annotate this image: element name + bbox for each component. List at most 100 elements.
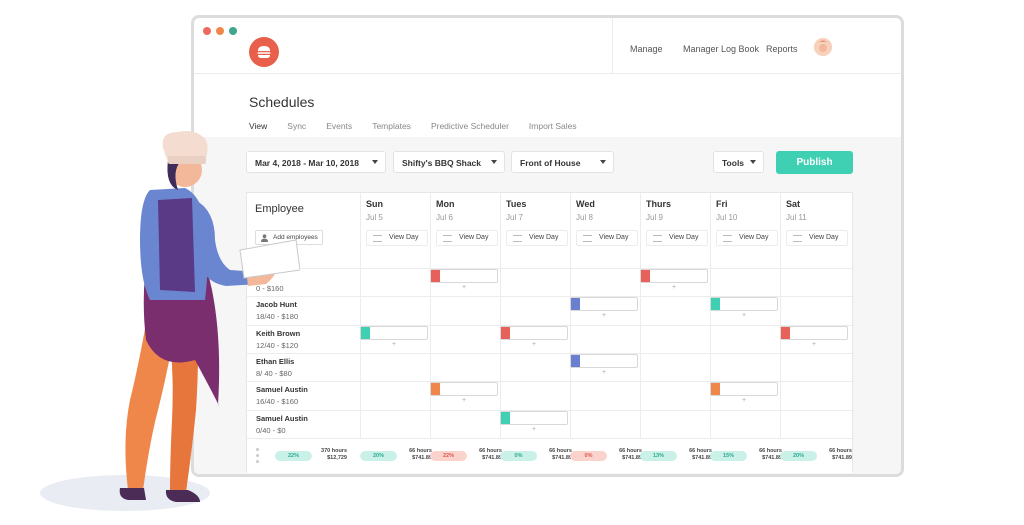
area-dropdown[interactable]: Front of House bbox=[511, 151, 614, 173]
view-day-button[interactable]: View Day bbox=[716, 230, 778, 246]
add-shift-plus-icon[interactable]: + bbox=[532, 340, 537, 348]
date-range-label: Mar 4, 2018 - Mar 10, 2018 bbox=[255, 158, 359, 168]
add-shift-plus-icon[interactable]: + bbox=[392, 340, 397, 348]
employee-header: Employee bbox=[255, 203, 304, 215]
burger-logo-icon[interactable] bbox=[249, 37, 279, 67]
area-label: Front of House bbox=[520, 158, 581, 168]
nav-manage[interactable]: Manage bbox=[630, 44, 663, 54]
add-shift-plus-icon[interactable]: + bbox=[672, 284, 677, 291]
percent-badge: 13% bbox=[640, 451, 677, 461]
day-date: Jul 9 bbox=[646, 213, 663, 222]
day-column-tues: Tues Jul 7 View Day bbox=[500, 193, 570, 268]
hours-value: 370 hours bbox=[321, 448, 347, 454]
day-column-sun: Sun Jul 5 View Day bbox=[360, 193, 430, 268]
day-name: Mon bbox=[436, 199, 455, 209]
nav-reports[interactable]: Reports bbox=[766, 44, 798, 54]
view-day-button[interactable]: View Day bbox=[786, 230, 848, 246]
hours-cost-stat: 66 hours $741.89 bbox=[402, 448, 432, 462]
shift-block[interactable] bbox=[640, 269, 708, 283]
nav-manager-log-book[interactable]: Manager Log Book bbox=[683, 44, 760, 54]
nav-divider bbox=[612, 18, 613, 74]
shift-block[interactable] bbox=[430, 269, 498, 283]
add-shift-plus-icon[interactable]: + bbox=[532, 425, 537, 433]
hours-cost-stat: 66 hours $741.89 bbox=[682, 448, 712, 462]
percent-badge: 22% bbox=[430, 451, 467, 461]
table-row: Ethan Ellis 8/ 40 - $80 bbox=[247, 352, 852, 381]
shift-color-marker bbox=[571, 354, 580, 367]
shift-block[interactable] bbox=[430, 382, 498, 397]
employee-name: Samuel Austin bbox=[256, 413, 308, 423]
hours-value: 66 hours bbox=[689, 448, 712, 454]
location-label: Shifty's BBQ Shack bbox=[402, 158, 482, 168]
shift-color-marker bbox=[361, 326, 370, 339]
tab-predictive-scheduler[interactable]: Predictive Scheduler bbox=[430, 121, 509, 131]
hours-cost-stat: 66 hours $741.89 bbox=[822, 448, 852, 462]
shift-color-marker bbox=[501, 411, 510, 424]
day-date: Jul 6 bbox=[436, 213, 453, 222]
shift-color-marker bbox=[431, 270, 440, 282]
list-icon bbox=[373, 235, 382, 242]
view-day-button[interactable]: View Day bbox=[576, 230, 638, 246]
add-shift-plus-icon[interactable]: + bbox=[602, 368, 607, 376]
day-name: Sun bbox=[366, 199, 383, 209]
view-day-button[interactable]: View Day bbox=[366, 230, 428, 246]
view-day-button[interactable]: View Day bbox=[506, 230, 568, 246]
shift-block[interactable] bbox=[710, 382, 778, 397]
close-dot[interactable] bbox=[203, 27, 211, 35]
list-icon bbox=[443, 235, 452, 242]
window-controls bbox=[203, 27, 237, 35]
drag-handle-icon[interactable] bbox=[256, 448, 260, 466]
tools-dropdown[interactable]: Tools bbox=[713, 151, 764, 173]
shift-block[interactable] bbox=[500, 410, 568, 425]
tab-import-sales[interactable]: Import Sales bbox=[528, 121, 577, 131]
hours-cost-stat: 66 hours $741.89 bbox=[612, 448, 642, 462]
chevron-down-icon bbox=[491, 160, 497, 164]
percent-badge: 20% bbox=[780, 451, 817, 461]
cost-value: $741.89 bbox=[762, 455, 782, 461]
avatar[interactable] bbox=[814, 38, 832, 56]
add-shift-plus-icon[interactable]: + bbox=[742, 312, 747, 320]
day-date: Jul 7 bbox=[506, 213, 523, 222]
shift-block[interactable] bbox=[570, 353, 638, 368]
employee-hours: 12/40 - $120 bbox=[256, 340, 299, 350]
add-shift-plus-icon[interactable]: + bbox=[602, 312, 607, 320]
view-day-label: View Day bbox=[389, 234, 419, 241]
add-shift-plus-icon[interactable]: + bbox=[812, 340, 817, 348]
cost-value: $741.89 bbox=[482, 455, 502, 461]
employee-name: Jacob Hunt bbox=[256, 300, 297, 310]
employee-hours: 18/40 - $180 bbox=[256, 312, 299, 322]
location-dropdown[interactable]: Shifty's BBQ Shack bbox=[393, 151, 505, 173]
percent-badge: 0% bbox=[500, 451, 537, 461]
hours-value: 66 hours bbox=[479, 448, 502, 454]
day-date: Jul 8 bbox=[576, 213, 593, 222]
add-shift-plus-icon[interactable]: + bbox=[742, 397, 747, 405]
add-shift-plus-icon[interactable]: + bbox=[462, 284, 467, 291]
add-shift-plus-icon[interactable]: + bbox=[462, 397, 467, 405]
shift-block[interactable] bbox=[570, 297, 638, 312]
shift-color-marker bbox=[711, 298, 720, 311]
hours-cost-stat: 370 hours $12,729 bbox=[317, 448, 347, 462]
shift-block[interactable] bbox=[500, 325, 568, 340]
view-day-button[interactable]: View Day bbox=[646, 230, 708, 246]
view-day-label: View Day bbox=[529, 234, 559, 241]
view-day-label: View Day bbox=[669, 234, 699, 241]
top-bar: Manage Manager Log Book Reports bbox=[194, 18, 901, 74]
shift-block[interactable] bbox=[360, 325, 428, 340]
minimize-dot[interactable] bbox=[216, 27, 224, 35]
tab-events[interactable]: Events bbox=[326, 121, 353, 131]
tab-templates[interactable]: Templates bbox=[372, 121, 411, 131]
maximize-dot[interactable] bbox=[229, 27, 237, 35]
hours-value: 66 hours bbox=[759, 448, 782, 454]
date-range-dropdown[interactable]: Mar 4, 2018 - Mar 10, 2018 bbox=[246, 151, 386, 173]
shift-block[interactable] bbox=[780, 325, 848, 340]
summary-footer: 22% 370 hours $12,729 20% 66 hours $741.89 22%… bbox=[247, 438, 852, 473]
publish-button[interactable]: Publish bbox=[776, 151, 853, 174]
tab-sync[interactable]: Sync bbox=[287, 121, 307, 131]
hours-cost-stat: 66 hours $741.89 bbox=[752, 448, 782, 462]
chef-illustration bbox=[119, 131, 300, 502]
list-icon bbox=[793, 235, 802, 242]
day-name: Thurs bbox=[646, 199, 672, 209]
view-day-button[interactable]: View Day bbox=[436, 230, 498, 246]
shift-block[interactable] bbox=[710, 297, 778, 312]
employee-hours: 0/40 - $0 bbox=[256, 425, 286, 435]
